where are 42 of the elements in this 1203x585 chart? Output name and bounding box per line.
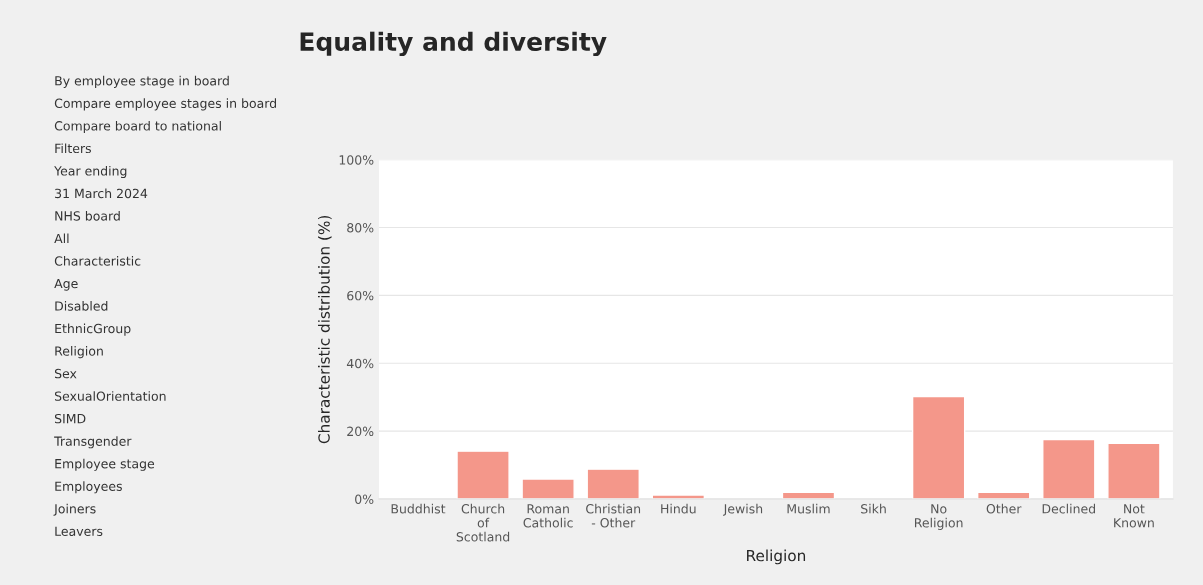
y-tick-label: 60%	[347, 290, 374, 301]
x-tick-label: Christian - Other	[586, 503, 641, 528]
y-axis-title: Characteristic distribution (%)	[318, 215, 332, 444]
x-tick-label: Roman Catholic	[523, 504, 573, 528]
y-tick-label: 40%	[346, 358, 374, 369]
text: Religion	[55, 346, 103, 359]
text: Compare board to national	[54, 120, 221, 133]
text: SIMD	[54, 413, 86, 424]
text: Disabled	[55, 301, 108, 311]
x-tick-label: Hindu	[661, 503, 696, 514]
x-axis-title: Religion	[747, 549, 806, 565]
text: By employee stage in board	[55, 75, 229, 88]
text: Filters	[55, 143, 91, 154]
chart-title: Equality and diversity	[300, 31, 607, 57]
text: Year ending	[54, 165, 127, 179]
text: Employee stage	[55, 458, 155, 471]
text: All	[54, 233, 69, 244]
x-tick-label: Buddhist	[391, 503, 446, 514]
x-tick-label: No Religion	[914, 504, 963, 530]
text: Employees	[55, 481, 122, 494]
x-tick-label: Sikh	[861, 503, 886, 514]
x-tick-label: Other	[986, 503, 1022, 514]
y-tick-label: 0%	[355, 494, 374, 504]
text: Leavers	[55, 526, 103, 536]
text: Joiners	[53, 503, 96, 516]
text: EthnicGroup	[55, 323, 131, 336]
y-tick-label: 80%	[347, 223, 374, 233]
x-tick-label: Jewish	[722, 503, 763, 516]
x-tick-label: Church of Scotland	[456, 503, 510, 542]
x-tick-label: Not Known	[1114, 504, 1154, 528]
text: NHS board	[55, 210, 120, 221]
x-tick-label: Declined	[1042, 503, 1095, 514]
text: Transgender	[54, 436, 132, 449]
y-tick-label: 100%	[339, 155, 374, 165]
text: Sex	[54, 368, 77, 379]
x-tick-label: Muslim	[787, 503, 830, 514]
y-tick-label: 20%	[347, 426, 374, 437]
text: 31 March 2024	[55, 188, 148, 199]
text: Compare employee stages in board	[54, 98, 276, 111]
text: Characteristic	[54, 256, 141, 266]
text: SexualOrientation	[54, 391, 166, 401]
text: Age	[54, 278, 78, 291]
